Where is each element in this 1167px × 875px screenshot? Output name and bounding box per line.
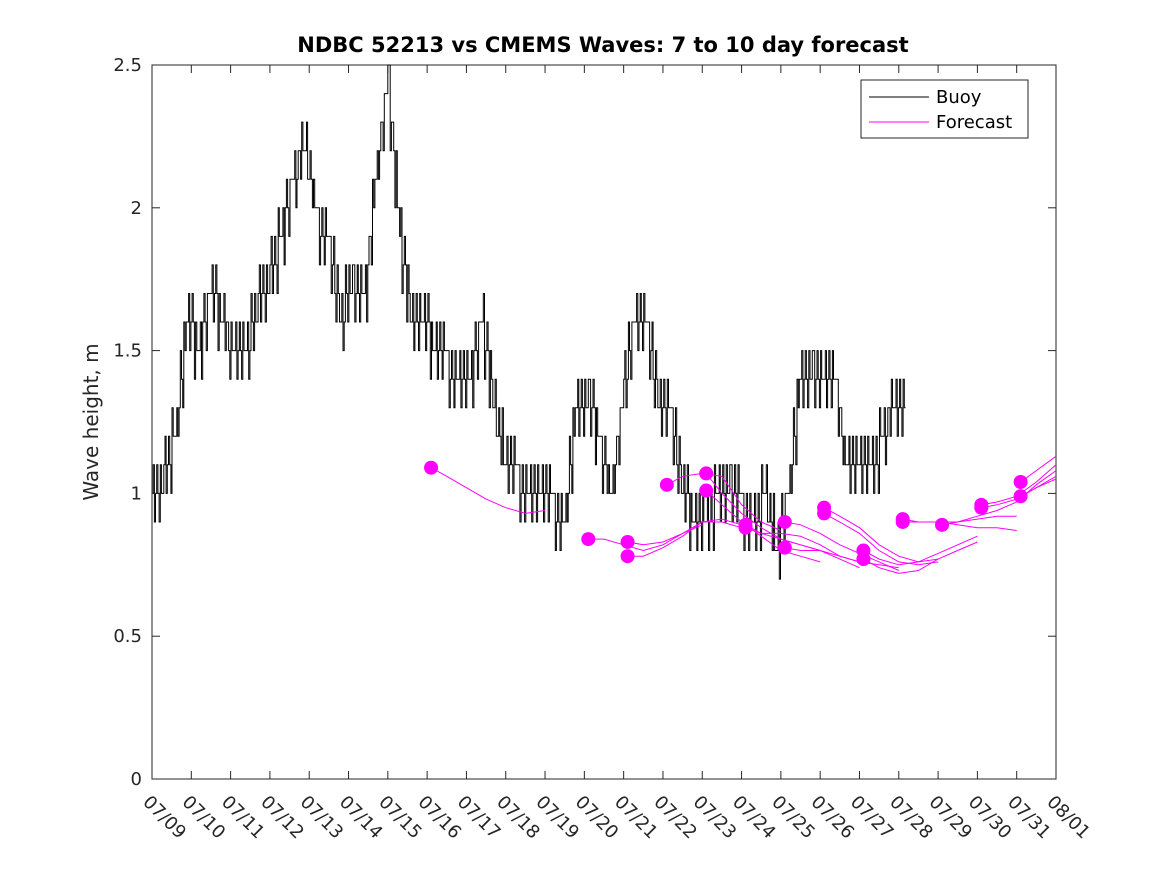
y-tick-label: 2.5 [113,55,142,76]
x-tick-label: 07/09 [138,792,190,844]
y-tick-label: 0 [131,769,142,790]
legend-forecast-label: Forecast [936,112,1012,133]
forecast-line [863,541,978,574]
x-tick-label: 07/24 [728,792,780,844]
forecast-start-marker [620,549,635,564]
forecast-start-marker [935,517,950,532]
x-tick-label: 07/15 [374,792,426,844]
plot-area [151,64,1057,780]
forecast-line [863,535,978,566]
x-tick-label: 07/31 [1003,792,1055,844]
x-tick-label: 07/19 [532,792,584,844]
forecast-start-marker [1013,474,1028,489]
legend-box [860,79,1029,139]
forecast-line [430,467,546,514]
x-tick-label: 07/14 [335,792,387,844]
y-axis-label: Wave height, m [79,343,103,500]
forecast-start-marker [777,540,792,555]
x-tick-label: 07/21 [610,792,662,844]
forecast-line [627,518,742,546]
forecast-line [784,521,900,571]
y-tick-label: 1 [131,483,142,504]
x-tick-label: 07/16 [414,792,466,844]
forecast-start-marker [777,514,792,529]
forecast-series [424,455,1057,574]
forecast-start-marker [856,552,871,567]
x-tick-label: 07/25 [767,792,819,844]
forecast-start-marker [620,534,635,549]
buoy-series [152,64,906,580]
forecast-line [823,512,939,566]
x-tick-label: 07/27 [846,792,898,844]
forecast-start-marker [817,506,832,521]
x-tick-label: 07/30 [964,792,1016,844]
chart-title: NDBC 52213 vs CMEMS Waves: 7 to 10 day f… [297,33,908,57]
forecast-line [941,470,1057,526]
forecast-start-marker [581,532,596,547]
x-tick-label: 07/12 [256,792,308,844]
x-tick-label: 07/10 [178,792,230,844]
y-tick-label: 2 [131,198,142,219]
forecast-line [627,521,742,557]
x-tick-label: 07/13 [296,792,348,844]
x-tick-label: 07/18 [492,792,544,844]
x-tick-label: 07/11 [217,792,269,844]
forecast-start-marker [699,466,714,481]
forecast-start-marker [659,477,674,492]
forecast-start-marker [1013,489,1028,504]
x-tick-label: 07/23 [689,792,741,844]
x-tick-label: 07/20 [571,792,623,844]
x-tick-label: 07/26 [807,792,859,844]
x-tick-label: 07/28 [885,792,937,844]
forecast-start-marker [974,500,989,515]
legend: Buoy Forecast [860,79,1029,139]
buoy-line [152,64,906,580]
forecast-line [705,490,821,563]
y-tick-label: 0.5 [113,626,142,647]
x-tick-label: 07/22 [649,792,701,844]
x-tick-label: 07/17 [453,792,505,844]
forecast-line [666,472,782,531]
legend-buoy-label: Buoy [936,87,982,108]
forecast-line [784,547,899,569]
y-tick-label: 1.5 [113,341,142,362]
forecast-start-marker [895,512,910,527]
forecast-start-marker [424,460,439,475]
forecast-start-marker [699,483,714,498]
y-axis: 0 0.5 1 1.5 2 2.5 [113,55,1056,790]
x-tick-label: 08/01 [1042,792,1094,844]
forecast-start-marker [738,520,753,535]
x-tick-label: 07/29 [925,792,977,844]
